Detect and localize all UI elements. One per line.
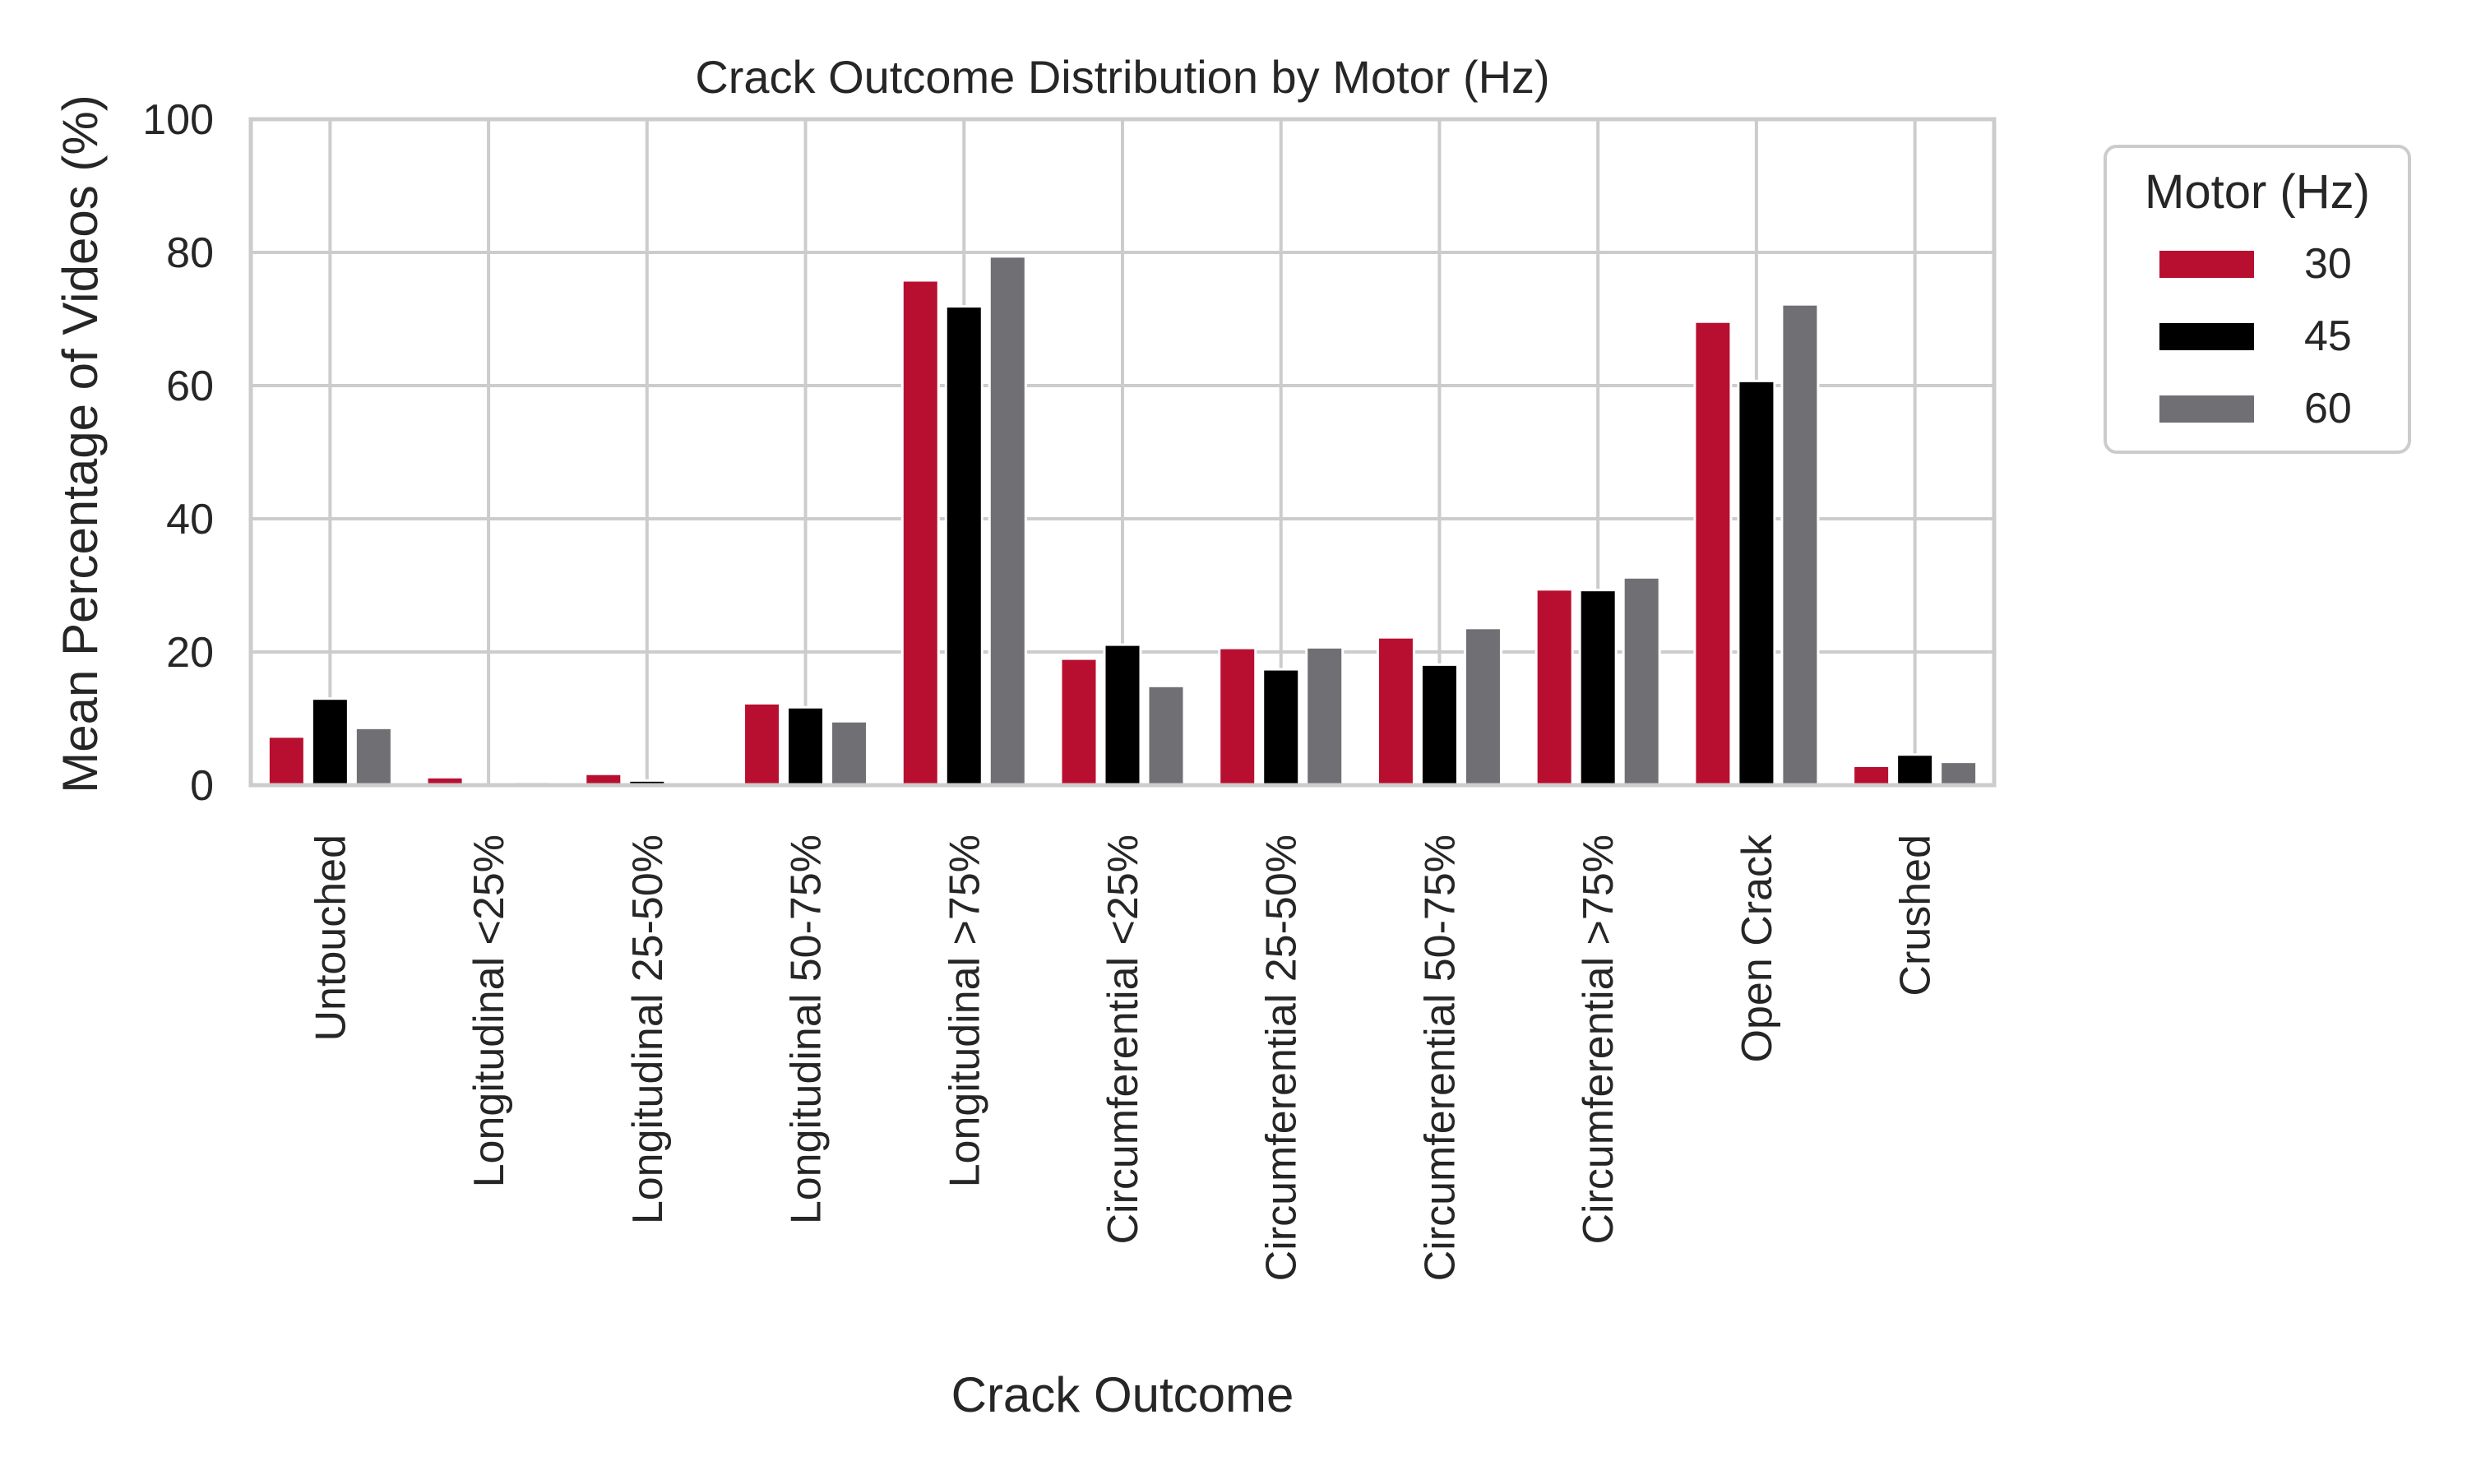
y-tick-label: 60 — [166, 363, 214, 410]
bar-30-8 — [1376, 636, 1415, 787]
x-tick-label: Circumferential 25-50% — [1258, 834, 1306, 1281]
bars — [266, 255, 1979, 787]
x-tick-label: Circumferential 50-75% — [1416, 834, 1464, 1281]
bar-45-8 — [1419, 663, 1459, 787]
bar-30-10 — [1693, 320, 1733, 787]
legend-frame — [2104, 145, 2411, 454]
bar-45-6 — [1103, 643, 1142, 787]
bar-30-7 — [1218, 646, 1257, 787]
legend-swatch-45 — [2159, 323, 2254, 350]
legend-label-60: 60 — [2304, 385, 2352, 432]
x-tick-label: Longitudinal 25-50% — [624, 834, 672, 1224]
legend-swatch-30 — [2159, 251, 2254, 278]
x-tick-label: Crushed — [1892, 834, 1940, 996]
x-tick-label: Longitudinal >75% — [941, 834, 988, 1187]
bar-45-10 — [1737, 379, 1776, 787]
legend-swatch-60 — [2159, 395, 2254, 423]
bar-45-11 — [1895, 753, 1935, 787]
y-tick-label: 40 — [166, 496, 214, 543]
x-tick-label: Circumferential >75% — [1575, 834, 1622, 1245]
bar-60-6 — [1146, 684, 1186, 787]
bar-45-5 — [944, 305, 984, 787]
bar-60-5 — [988, 255, 1027, 787]
y-tick-label: 0 — [190, 762, 214, 810]
legend-title: Motor (Hz) — [2145, 165, 2370, 219]
y-tick-label: 80 — [166, 229, 214, 277]
y-tick-labels: 0 20 40 60 80 100 — [142, 96, 214, 810]
x-tick-labels: Untouched Longitudinal <25% Longitudinal 2… — [307, 834, 1939, 1281]
plot-area-frame — [248, 117, 1997, 788]
chart-title: Crack Outcome Distribution by Motor (Hz) — [695, 51, 1549, 103]
y-axis-label: Mean Percentage of Videos (%) — [53, 95, 108, 793]
x-tick-label: Untouched — [307, 834, 354, 1042]
bar-45-4 — [786, 705, 826, 787]
legend-label-45: 45 — [2304, 312, 2352, 360]
bar-30-11 — [1852, 765, 1891, 787]
bar-45-1 — [310, 697, 349, 787]
bar-60-4 — [830, 719, 869, 787]
bar-45-7 — [1261, 668, 1301, 787]
bar-30-1 — [266, 735, 306, 787]
y-tick-label: 100 — [142, 96, 214, 144]
bar-60-10 — [1780, 303, 1820, 787]
bar-60-8 — [1463, 626, 1502, 787]
legend: Motor (Hz) 30 45 60 — [2104, 145, 2411, 454]
x-tick-label: Circumferential <25% — [1099, 834, 1147, 1245]
y-tick-label: 20 — [166, 629, 214, 677]
x-axis-label: Crack Outcome — [951, 1367, 1294, 1422]
bar-45-9 — [1578, 589, 1618, 787]
bar-30-5 — [900, 279, 940, 787]
bar-60-7 — [1305, 645, 1345, 787]
x-tick-label: Longitudinal <25% — [465, 834, 513, 1187]
bar-30-6 — [1059, 657, 1099, 787]
bar-30-9 — [1534, 588, 1574, 787]
bar-60-9 — [1622, 576, 1661, 787]
legend-label-30: 30 — [2304, 240, 2352, 288]
bar-30-4 — [743, 701, 782, 787]
bar-60-11 — [1939, 760, 1979, 787]
x-tick-label: Longitudinal 50-75% — [783, 834, 831, 1224]
x-tick-label: Open Crack — [1733, 834, 1781, 1062]
bar-60-1 — [354, 726, 393, 787]
